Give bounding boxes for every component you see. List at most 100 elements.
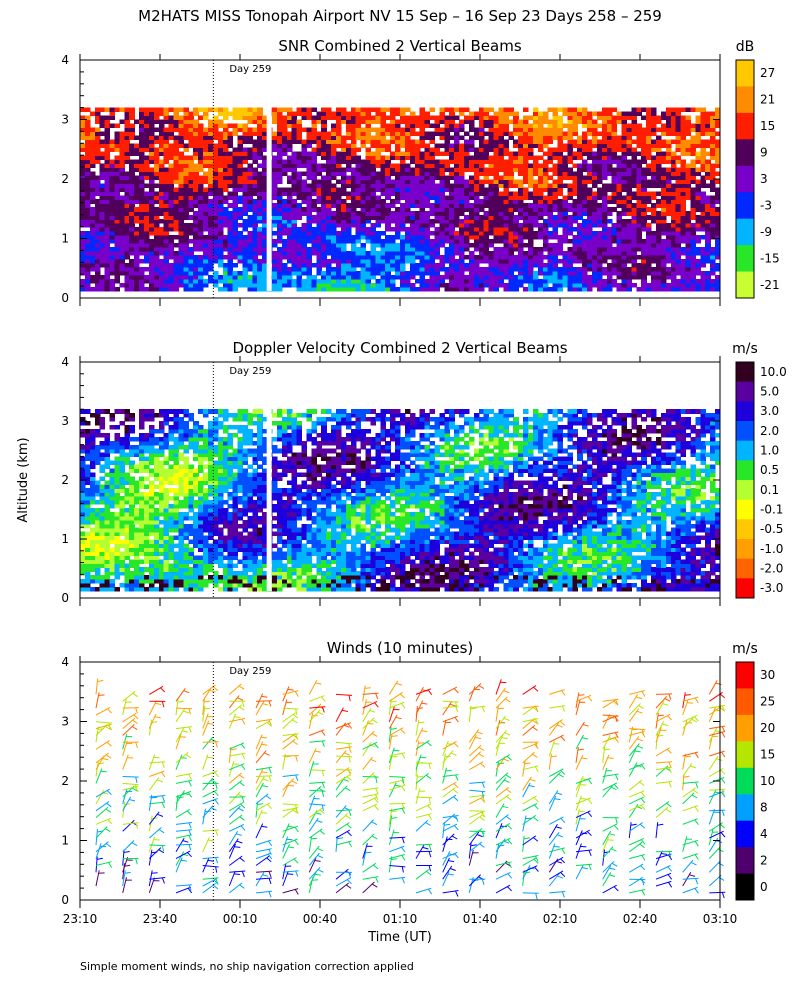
heatmap-cell [646,179,652,184]
heatmap-cell [188,183,194,188]
heatmap-cell [547,215,554,220]
heatmap-cell [611,262,618,268]
heatmap-cell [84,155,91,160]
heatmap-cell [567,231,573,236]
heatmap-cell [148,243,155,248]
heatmap-cell [572,266,578,272]
heatmap-cell [508,239,514,244]
heatmap-cell [321,127,327,133]
heatmap-cell [134,211,140,216]
heatmap-cell [557,143,564,149]
heatmap-cell [306,239,312,244]
heatmap-cell [173,147,180,153]
heatmap-cell [257,135,263,141]
heatmap-cell [212,167,219,172]
heatmap-cell [646,135,652,141]
heatmap-cell [656,171,662,176]
heatmap-cell [518,274,524,280]
heatmap-cell [385,127,391,133]
heatmap-cell [473,219,480,224]
heatmap-cell [493,139,500,145]
heatmap-cell [109,266,116,272]
heatmap-cell [434,207,440,212]
heatmap-cell [134,262,140,268]
heatmap-cell [468,111,475,117]
heatmap-cell [203,235,209,240]
heatmap-cell [459,251,465,256]
heatmap-cell [134,266,140,272]
heatmap-cell [493,159,500,164]
heatmap-cell [217,286,224,292]
heatmap-cell [178,191,184,196]
heatmap-cell [400,227,406,232]
heatmap-cell [547,286,554,292]
heatmap-cell [513,183,519,188]
heatmap-cell [601,119,608,125]
heatmap-cell [685,278,692,284]
heatmap-cell [601,107,608,113]
heatmap-cell [464,107,470,113]
heatmap-cell [478,131,485,137]
heatmap-cell [232,203,239,208]
heatmap-cell [276,262,283,268]
heatmap-cell [488,127,495,133]
heatmap-cell [281,119,288,125]
heatmap-cell [518,215,524,220]
heatmap-cell [651,127,657,133]
heatmap-cell [286,163,293,168]
heatmap-cell [488,191,495,196]
heatmap-cell [158,195,165,200]
heatmap-cell [188,187,194,192]
heatmap-cell [375,203,381,208]
heatmap-cell [99,211,106,216]
heatmap-cell [665,207,672,212]
heatmap-cell [464,282,470,288]
heatmap-cell [104,191,111,196]
heatmap-cell [488,266,495,272]
heatmap-cell [680,131,687,137]
heatmap-cell [316,119,322,125]
heatmap-cell [395,167,401,172]
heatmap-cell [380,159,386,164]
heatmap-cell [468,255,475,260]
heatmap-cell [212,135,219,141]
heatmap-cell [532,123,539,129]
heatmap-cell [370,191,376,196]
heatmap-cell [542,127,549,133]
heatmap-cell [212,258,219,264]
heatmap-cell [183,175,189,180]
heatmap-cell [380,167,386,172]
heatmap-cell [395,131,401,137]
heatmap-cell [616,143,623,149]
heatmap-cell [124,227,130,232]
heatmap-cell [424,219,431,224]
heatmap-cell [89,251,96,256]
heatmap-cell [124,183,130,188]
heatmap-cell [646,107,652,113]
heatmap-cell [139,231,145,236]
heatmap-cell [306,255,312,260]
heatmap-cell [134,286,140,292]
heatmap-cell [400,278,406,284]
heatmap-cell [577,147,583,153]
heatmap-cell [390,135,396,141]
heatmap-cell [281,143,288,149]
heatmap-cell [468,235,475,240]
heatmap-cell [631,191,637,196]
heatmap-cell [395,171,401,176]
heatmap-cell [291,219,298,224]
heatmap-cell [188,123,194,129]
heatmap-cell [606,123,613,129]
heatmap-cell [626,282,632,288]
heatmap-cell [281,123,288,129]
heatmap-cell [567,262,573,268]
heatmap-cell [198,231,204,236]
heatmap-cell [464,243,470,248]
heatmap-cell [316,111,322,117]
heatmap-cell [80,247,86,252]
heatmap-cell [286,179,293,184]
heatmap-cell [252,203,258,208]
heatmap-cell [429,159,436,164]
figure-title: M2HATS MISS Tonopah Airport NV 15 Sep – … [138,7,662,25]
heatmap-cell [680,107,687,113]
